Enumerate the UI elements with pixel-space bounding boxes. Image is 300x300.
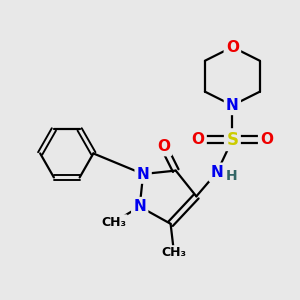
Text: CH₃: CH₃ [161, 247, 187, 260]
Text: O: O [260, 132, 273, 147]
Text: CH₃: CH₃ [101, 216, 127, 229]
Text: H: H [226, 169, 237, 183]
Text: N: N [133, 199, 146, 214]
Text: O: O [226, 40, 239, 55]
Text: O: O [192, 132, 205, 147]
Text: N: N [211, 165, 223, 180]
Text: S: S [226, 131, 238, 149]
Text: O: O [157, 139, 170, 154]
Text: N: N [137, 167, 149, 182]
Text: N: N [226, 98, 239, 113]
